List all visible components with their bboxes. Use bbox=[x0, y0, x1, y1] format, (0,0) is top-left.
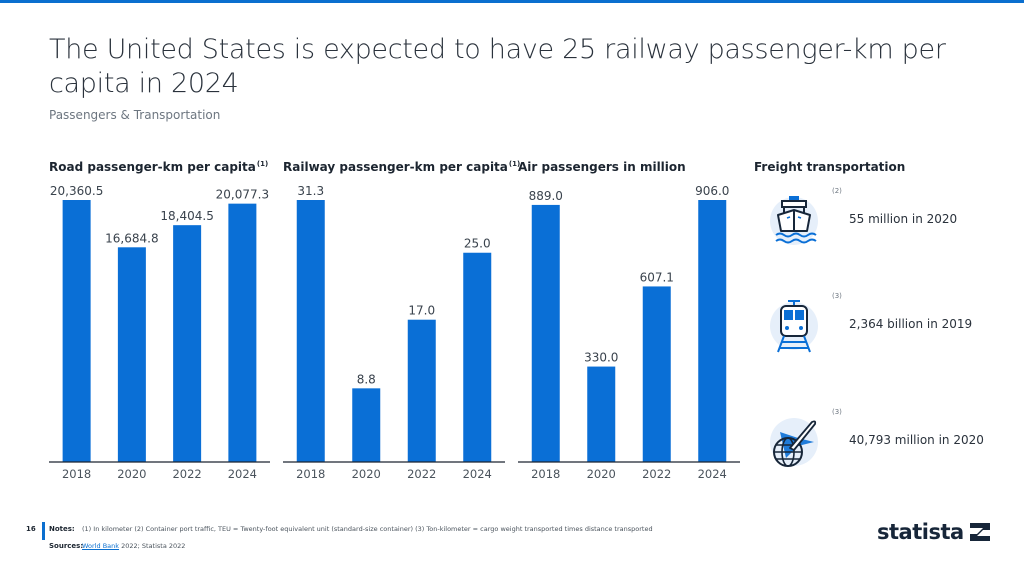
bar-2024 bbox=[228, 203, 257, 462]
value-label-2024: 20,077.3 bbox=[216, 188, 269, 202]
x-tick-label-2024: 2024 bbox=[698, 467, 727, 481]
train-icon bbox=[770, 300, 818, 353]
freight-note: (3) bbox=[832, 292, 842, 300]
x-tick-label-2018: 2018 bbox=[62, 467, 91, 481]
x-tick-label-2022: 2022 bbox=[407, 467, 436, 481]
x-tick-label-2018: 2018 bbox=[531, 467, 560, 481]
statista-logo-mark-icon bbox=[969, 523, 990, 541]
bar-2022 bbox=[642, 286, 671, 462]
page-number: 16 bbox=[26, 525, 36, 533]
freight-item-train: (3) 2,364 billion in 2019 bbox=[768, 292, 1008, 368]
freight-note: (2) bbox=[832, 187, 842, 195]
value-label-2022: 18,404.5 bbox=[160, 209, 213, 223]
bar-2020 bbox=[587, 366, 616, 462]
road-chart-title: Road passenger-km per capita(1) bbox=[49, 160, 268, 174]
bar-2020 bbox=[352, 388, 381, 462]
freight-value: 2,364 billion in 2019 bbox=[849, 317, 973, 331]
bar-2024 bbox=[698, 200, 727, 462]
footer-accent-bar bbox=[42, 522, 45, 540]
plane-globe-icon bbox=[770, 418, 818, 467]
value-label-2020: 16,684.8 bbox=[105, 231, 158, 245]
x-tick-label-2022: 2022 bbox=[172, 467, 201, 481]
statista-logo[interactable]: statista bbox=[877, 520, 990, 544]
railway-chart-title-note: (1) bbox=[508, 160, 521, 168]
value-label-2018: 889.0 bbox=[529, 189, 563, 203]
railway-chart-title: Railway passenger-km per capita(1) bbox=[283, 160, 520, 174]
sources-rest: 2022; Statista 2022 bbox=[119, 542, 186, 550]
x-tick-label-2020: 2020 bbox=[587, 467, 616, 481]
bar-2024 bbox=[463, 252, 492, 462]
ship-icon bbox=[770, 196, 818, 245]
bar-2018 bbox=[531, 204, 560, 462]
bar-2020 bbox=[117, 247, 146, 462]
x-tick-label-2024: 2024 bbox=[228, 467, 257, 481]
value-label-2024: 906.0 bbox=[695, 184, 729, 198]
value-label-2020: 8.8 bbox=[357, 372, 376, 386]
air-chart-title: Air passengers in million bbox=[518, 160, 686, 174]
sources-text: World Bank 2022; Statista 2022 bbox=[82, 542, 185, 550]
freight-item-air: (3) 40,793 million in 2020 bbox=[768, 408, 1008, 484]
freight-value: 40,793 million in 2020 bbox=[849, 433, 984, 447]
road-chart-title-text: Road passenger-km per capita bbox=[49, 160, 256, 174]
sources-label: Sources: bbox=[49, 542, 84, 550]
value-label-2024: 25.0 bbox=[464, 237, 491, 251]
x-tick-label-2020: 2020 bbox=[352, 467, 381, 481]
bar-2018 bbox=[62, 200, 91, 462]
x-tick-label-2020: 2020 bbox=[117, 467, 146, 481]
value-label-2018: 31.3 bbox=[297, 184, 324, 198]
value-label-2020: 330.0 bbox=[584, 351, 618, 365]
air-chart: 889.0 2018 330.0 2020 607.1 2022 906.0 2024 bbox=[518, 184, 740, 481]
page-title: The United States is expected to have 25… bbox=[49, 34, 946, 99]
page-subtitle: Passengers & Transportation bbox=[49, 108, 221, 122]
freight-value: 55 million in 2020 bbox=[849, 212, 958, 226]
air-chart-title-text: Air passengers in million bbox=[518, 160, 686, 174]
railway-chart: 31.3 2018 8.8 2020 17.0 2022 25.0 2024 bbox=[283, 184, 505, 481]
bar-2018 bbox=[296, 200, 325, 462]
notes-label: Notes: bbox=[49, 525, 75, 533]
road-chart-title-note: (1) bbox=[256, 160, 269, 168]
bar-2022 bbox=[173, 225, 202, 462]
x-tick-label-2018: 2018 bbox=[296, 467, 325, 481]
road-chart: 20,360.5 2018 16,684.8 2020 18,404.5 2022 20,0… bbox=[49, 184, 270, 481]
logo-text: statista bbox=[877, 520, 964, 544]
freight-item-ship: (2) 55 million in 2020 bbox=[768, 187, 1008, 263]
freight-title: Freight transportation bbox=[754, 160, 906, 174]
top-accent-bar bbox=[0, 0, 1024, 3]
railway-chart-title-text: Railway passenger-km per capita bbox=[283, 160, 508, 174]
x-tick-label-2024: 2024 bbox=[463, 467, 492, 481]
notes-text: (1) In kilometer (2) Container port traf… bbox=[82, 525, 653, 533]
bar-2022 bbox=[407, 319, 436, 462]
world-bank-link[interactable]: World Bank bbox=[82, 542, 120, 550]
freight-note: (3) bbox=[832, 408, 842, 416]
value-label-2018: 20,360.5 bbox=[50, 184, 103, 198]
x-tick-label-2022: 2022 bbox=[642, 467, 671, 481]
value-label-2022: 607.1 bbox=[640, 270, 674, 284]
value-label-2022: 17.0 bbox=[408, 304, 435, 318]
